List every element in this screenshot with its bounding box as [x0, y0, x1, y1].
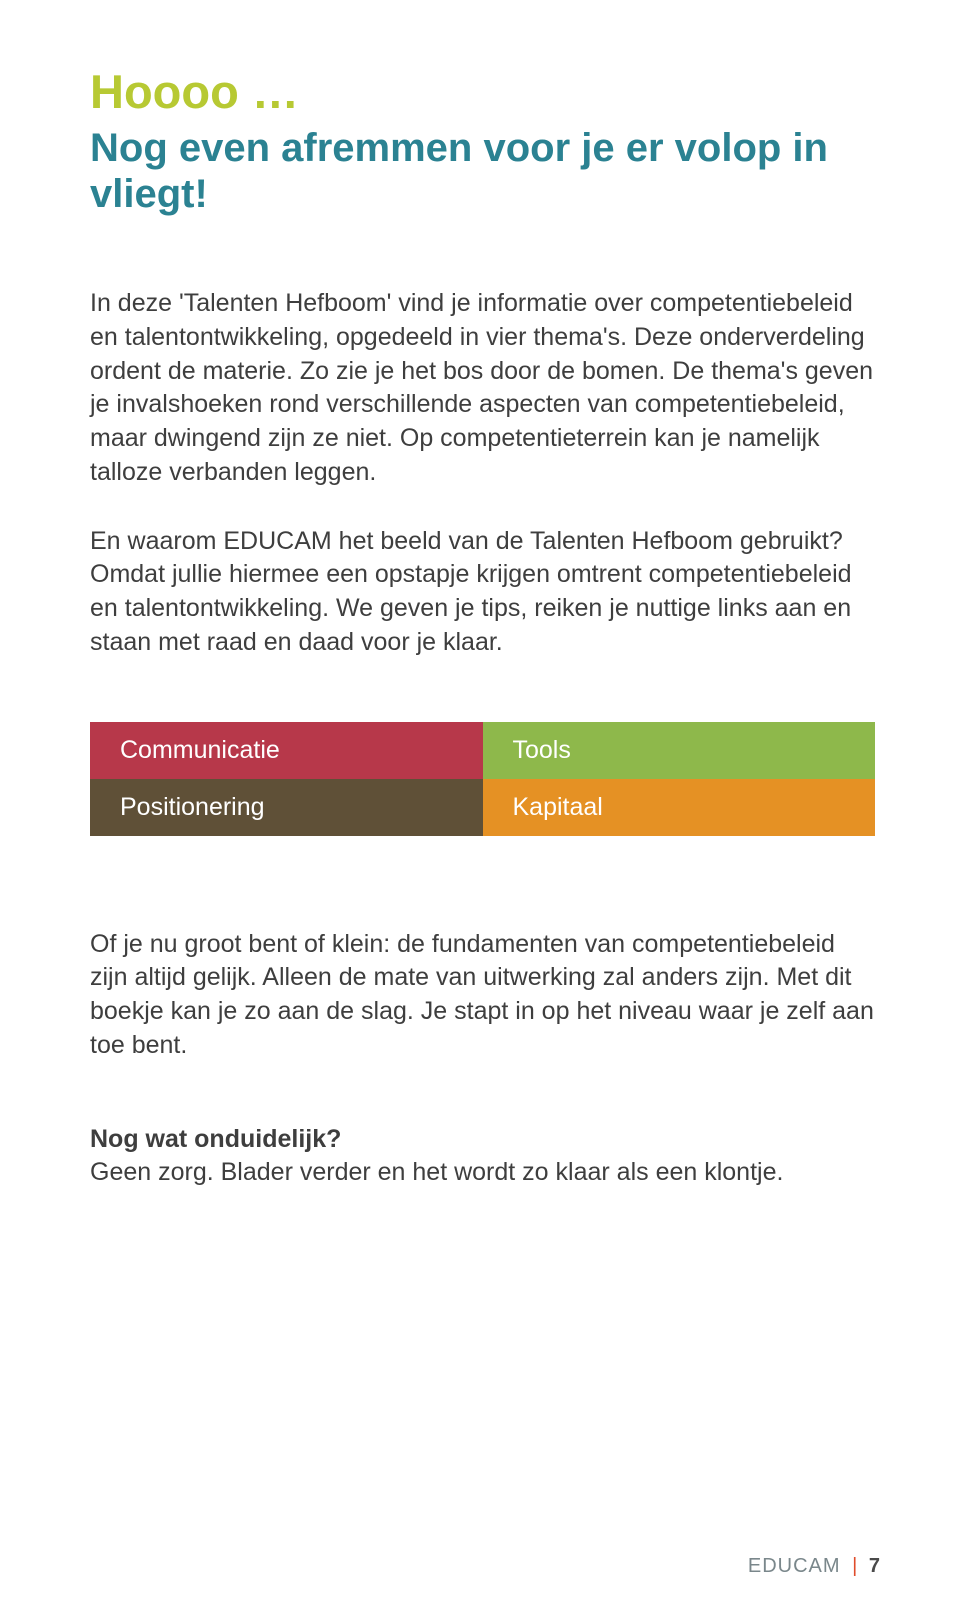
- footer-page-number: 7: [869, 1555, 880, 1577]
- intro-paragraph-1: In deze 'Talenten Hefboom' vind je infor…: [90, 287, 875, 490]
- page-title-line2: Nog even afremmen voor je er volop in vl…: [90, 125, 875, 217]
- theme-cell-tools: Tools: [483, 722, 876, 779]
- closing-subtitle: Nog wat onduidelijk?: [90, 1123, 875, 1157]
- closing-paragraph-1: Of je nu groot bent of klein: de fundame…: [90, 928, 875, 1063]
- theme-cell-positionering: Positionering: [90, 779, 483, 836]
- intro-paragraph-2: En waarom EDUCAM het beeld van de Talent…: [90, 525, 875, 660]
- theme-grid: Communicatie Tools Positionering Kapitaa…: [90, 722, 875, 836]
- footer-brand: EDUCAM: [748, 1555, 841, 1577]
- closing-paragraph-2: Geen zorg. Blader verder en het wordt zo…: [90, 1156, 875, 1190]
- theme-cell-kapitaal: Kapitaal: [483, 779, 876, 836]
- page-footer: EDUCAM | 7: [748, 1555, 880, 1578]
- page-title-line1: Hoooo …: [90, 65, 875, 119]
- footer-separator: |: [852, 1555, 857, 1577]
- theme-cell-communicatie: Communicatie: [90, 722, 483, 779]
